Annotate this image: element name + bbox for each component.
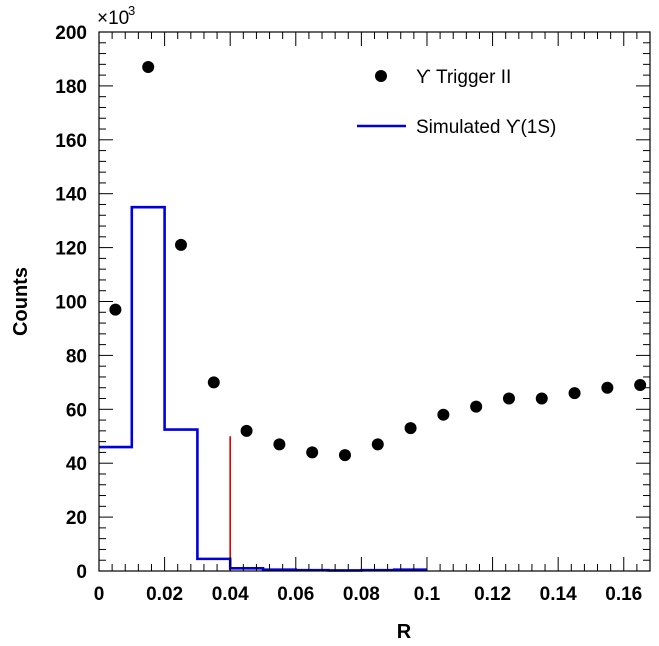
- data-point: [404, 422, 417, 435]
- data-point: [502, 392, 515, 405]
- y-multiplier-exponent: 3: [128, 3, 135, 18]
- data-point: [568, 387, 581, 400]
- legend-label-simulated: Simulated ϒ(1S): [416, 117, 556, 138]
- data-point: [306, 446, 319, 459]
- y-tick-label: 200: [55, 23, 87, 44]
- data-point: [273, 438, 286, 451]
- data-point: [437, 408, 450, 421]
- y-tick-label: 140: [55, 185, 87, 206]
- simulated-histogram: [99, 205, 427, 572]
- data-point: [142, 61, 155, 74]
- legend: ϒ Trigger II Simulated ϒ(1S): [357, 67, 556, 138]
- data-point: [109, 303, 122, 316]
- y-tick-label: 160: [55, 131, 87, 152]
- data-point: [338, 449, 351, 462]
- x-tick-label: 0.16: [605, 584, 642, 605]
- y-tick-label: 20: [66, 508, 87, 529]
- axes: [98, 31, 651, 572]
- y-tick-label: 120: [55, 239, 87, 260]
- plot-area: [99, 61, 647, 572]
- y-tick-label: 180: [55, 77, 87, 98]
- data-point: [601, 381, 614, 394]
- tick-labels: 0 0.02 0.04 0.06 0.08 0.1 0.12 0.14 0.16 0 20 40 60 8…: [55, 23, 642, 605]
- y-tick-label: 80: [66, 346, 87, 367]
- x-tick-label: 0.02: [146, 584, 183, 605]
- legend-marker-trigger: [375, 70, 387, 82]
- x-tick-label: 0.12: [474, 584, 511, 605]
- x-tick-label: 0: [94, 584, 105, 605]
- x-tick-label: 0.1: [414, 584, 441, 605]
- x-axis-title: R: [397, 621, 412, 643]
- y-axis-title: Counts: [10, 267, 32, 336]
- y-multiplier-label: ×10: [97, 8, 129, 29]
- y-tick-label: 40: [66, 454, 87, 475]
- data-point: [371, 438, 384, 451]
- data-point: [207, 376, 220, 389]
- data-point: [174, 238, 187, 251]
- legend-label-trigger: ϒ Trigger II: [416, 67, 511, 88]
- data-point: [240, 424, 253, 437]
- x-tick-label: 0.14: [540, 584, 577, 605]
- data-point: [535, 392, 548, 405]
- plot-frame: [98, 31, 651, 572]
- y-tick-label: 100: [55, 293, 87, 314]
- y-tick-label: 60: [66, 400, 87, 421]
- data-point: [470, 400, 483, 413]
- x-tick-label: 0.08: [343, 584, 380, 605]
- data-point: [634, 379, 647, 392]
- x-tick-label: 0.06: [277, 584, 314, 605]
- x-tick-label: 0.04: [212, 584, 249, 605]
- y-tick-label: 0: [76, 562, 87, 583]
